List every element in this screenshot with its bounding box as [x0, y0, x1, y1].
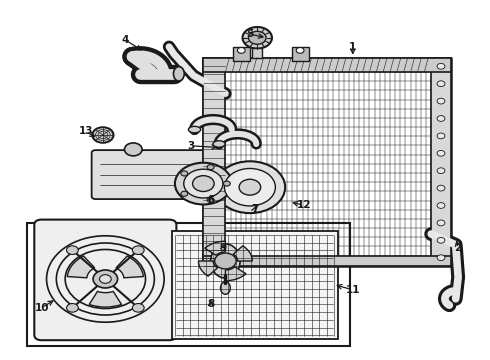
Ellipse shape — [213, 141, 225, 147]
Circle shape — [207, 165, 214, 170]
Circle shape — [239, 179, 261, 195]
Circle shape — [215, 253, 236, 269]
Wedge shape — [67, 256, 95, 278]
Circle shape — [248, 31, 266, 44]
Circle shape — [437, 116, 445, 121]
Circle shape — [437, 238, 445, 243]
Circle shape — [437, 81, 445, 86]
Circle shape — [437, 63, 445, 69]
Circle shape — [93, 270, 118, 288]
Text: 10: 10 — [34, 303, 49, 313]
Circle shape — [124, 143, 142, 156]
Circle shape — [181, 191, 188, 196]
Ellipse shape — [173, 67, 184, 81]
Circle shape — [437, 220, 445, 226]
Bar — [292, 47, 309, 61]
FancyBboxPatch shape — [34, 220, 176, 340]
Circle shape — [67, 246, 78, 255]
Circle shape — [437, 203, 445, 208]
Ellipse shape — [211, 244, 240, 278]
Bar — [203, 58, 225, 266]
Circle shape — [132, 303, 144, 312]
Circle shape — [437, 168, 445, 174]
Circle shape — [243, 27, 272, 49]
Text: 6: 6 — [207, 195, 214, 205]
Circle shape — [437, 255, 445, 261]
Circle shape — [132, 246, 144, 255]
Text: 13: 13 — [78, 126, 93, 136]
Wedge shape — [116, 256, 144, 278]
Text: 11: 11 — [345, 285, 360, 295]
Circle shape — [99, 275, 111, 283]
Circle shape — [181, 171, 188, 176]
Text: 9: 9 — [220, 243, 226, 253]
Wedge shape — [233, 246, 252, 261]
Text: 8: 8 — [207, 299, 214, 309]
Circle shape — [92, 127, 114, 143]
Circle shape — [237, 48, 245, 53]
Bar — [203, 256, 451, 266]
Ellipse shape — [220, 282, 230, 294]
Circle shape — [296, 48, 304, 53]
Text: 12: 12 — [296, 200, 311, 210]
Circle shape — [223, 181, 230, 186]
Bar — [172, 231, 338, 339]
Circle shape — [184, 169, 223, 198]
Wedge shape — [89, 291, 122, 307]
Text: 7: 7 — [251, 204, 259, 214]
Ellipse shape — [188, 126, 201, 133]
Bar — [431, 58, 451, 266]
Bar — [203, 58, 451, 72]
Bar — [233, 47, 250, 61]
Wedge shape — [205, 241, 225, 255]
Text: 2: 2 — [455, 243, 462, 253]
Bar — [27, 223, 350, 346]
Text: 1: 1 — [349, 42, 356, 52]
Text: 4: 4 — [121, 35, 129, 45]
Circle shape — [437, 150, 445, 156]
Bar — [252, 48, 262, 58]
Circle shape — [215, 161, 285, 213]
Circle shape — [207, 198, 214, 203]
Wedge shape — [225, 267, 246, 281]
Circle shape — [175, 163, 232, 204]
Circle shape — [224, 168, 275, 206]
Circle shape — [437, 185, 445, 191]
FancyBboxPatch shape — [92, 150, 207, 199]
Text: 5: 5 — [246, 29, 253, 39]
Circle shape — [437, 98, 445, 104]
Circle shape — [437, 133, 445, 139]
Circle shape — [67, 303, 78, 312]
Text: 3: 3 — [188, 141, 195, 151]
Wedge shape — [198, 261, 218, 276]
Circle shape — [193, 176, 214, 192]
